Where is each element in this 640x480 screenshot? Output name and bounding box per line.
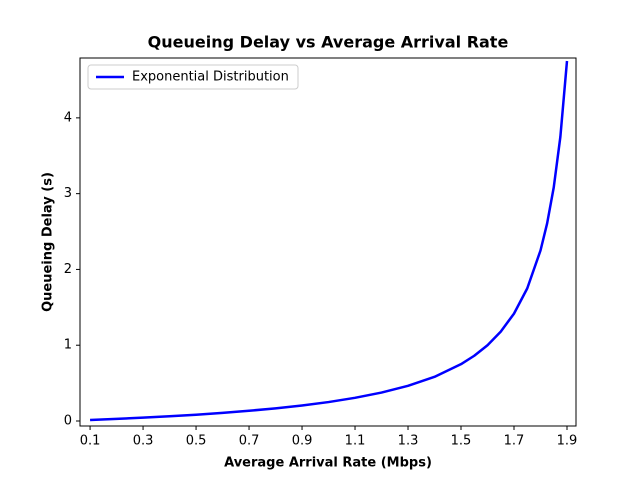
chart-title: Queueing Delay vs Average Arrival Rate [148, 33, 509, 52]
y-tick-label: 0 [64, 413, 72, 428]
x-tick-label: 0.1 [80, 434, 101, 449]
line-series [90, 60, 569, 422]
x-tick-label: 0.5 [186, 434, 207, 449]
y-axis-label: Queueing Delay (s) [41, 172, 56, 312]
x-tick-label: 1.1 [345, 434, 366, 449]
y-tick-label: 2 [64, 262, 72, 277]
y-tick-label: 4 [64, 110, 72, 125]
x-tick-label: 0.3 [133, 434, 154, 449]
x-axis-label: Average Arrival Rate (Mbps) [224, 456, 432, 471]
legend-box [87, 64, 299, 90]
plot-frame [79, 57, 577, 427]
x-tick-label: 1.9 [557, 434, 578, 449]
y-tick-label: 3 [64, 186, 72, 201]
legend-label: Exponential Distribution [132, 70, 289, 85]
x-tick-label: 1.5 [451, 434, 472, 449]
x-tick-label: 0.9 [292, 434, 313, 449]
x-tick-label: 1.7 [504, 434, 525, 449]
x-tick-label: 1.3 [398, 434, 419, 449]
x-tick-label: 0.7 [239, 434, 260, 449]
y-tick-label: 1 [64, 338, 72, 353]
